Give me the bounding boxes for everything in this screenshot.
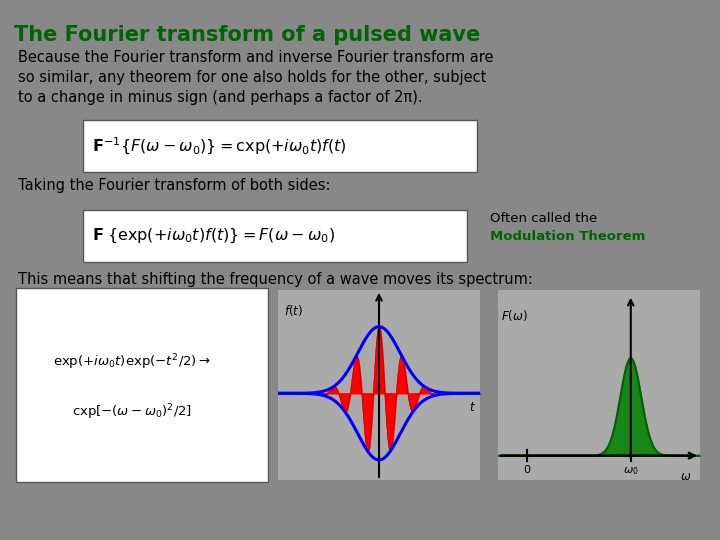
Text: This means that shifting the frequency of a wave moves its spectrum:: This means that shifting the frequency o… bbox=[18, 272, 533, 287]
Text: $\mathrm{exp}(+i\omega_0 t)\mathrm{exp}(-t^2/2)\rightarrow$: $\mathrm{exp}(+i\omega_0 t)\mathrm{exp}(… bbox=[53, 352, 211, 372]
Text: $\mathbf{F}\;\{\mathrm{exp}(+i\omega_0 t)f(t)\}=F(\omega-\omega_0)$: $\mathbf{F}\;\{\mathrm{exp}(+i\omega_0 t… bbox=[92, 227, 335, 245]
FancyBboxPatch shape bbox=[16, 288, 268, 482]
Text: Often called the: Often called the bbox=[490, 212, 598, 225]
Text: $F(\omega)$: $F(\omega)$ bbox=[501, 308, 528, 322]
Text: $\omega$: $\omega$ bbox=[680, 470, 691, 483]
FancyBboxPatch shape bbox=[83, 120, 477, 172]
Text: $\omega_0$: $\omega_0$ bbox=[623, 465, 639, 477]
Text: $f(t)$: $f(t)$ bbox=[284, 303, 303, 319]
Text: $\mathbf{F}^{-1}\{F(\omega-\omega_0)\}=\mathrm{cxp}(+i\omega_0 t)f(t)$: $\mathbf{F}^{-1}\{F(\omega-\omega_0)\}=\… bbox=[92, 136, 347, 157]
Text: $\mathrm{cxp}[-(\omega-\omega_0)^2/2]$: $\mathrm{cxp}[-(\omega-\omega_0)^2/2]$ bbox=[72, 402, 192, 422]
Text: The Fourier transform of a pulsed wave: The Fourier transform of a pulsed wave bbox=[14, 25, 480, 45]
FancyBboxPatch shape bbox=[498, 290, 700, 480]
Text: $0$: $0$ bbox=[523, 463, 531, 475]
Text: Because the Fourier transform and inverse Fourier transform are
so similar, any : Because the Fourier transform and invers… bbox=[18, 50, 493, 105]
FancyBboxPatch shape bbox=[83, 210, 467, 262]
Text: $t$: $t$ bbox=[469, 401, 476, 414]
Text: Taking the Fourier transform of both sides:: Taking the Fourier transform of both sid… bbox=[18, 178, 330, 193]
FancyBboxPatch shape bbox=[278, 290, 480, 480]
Text: Modulation Theorem: Modulation Theorem bbox=[490, 230, 645, 243]
